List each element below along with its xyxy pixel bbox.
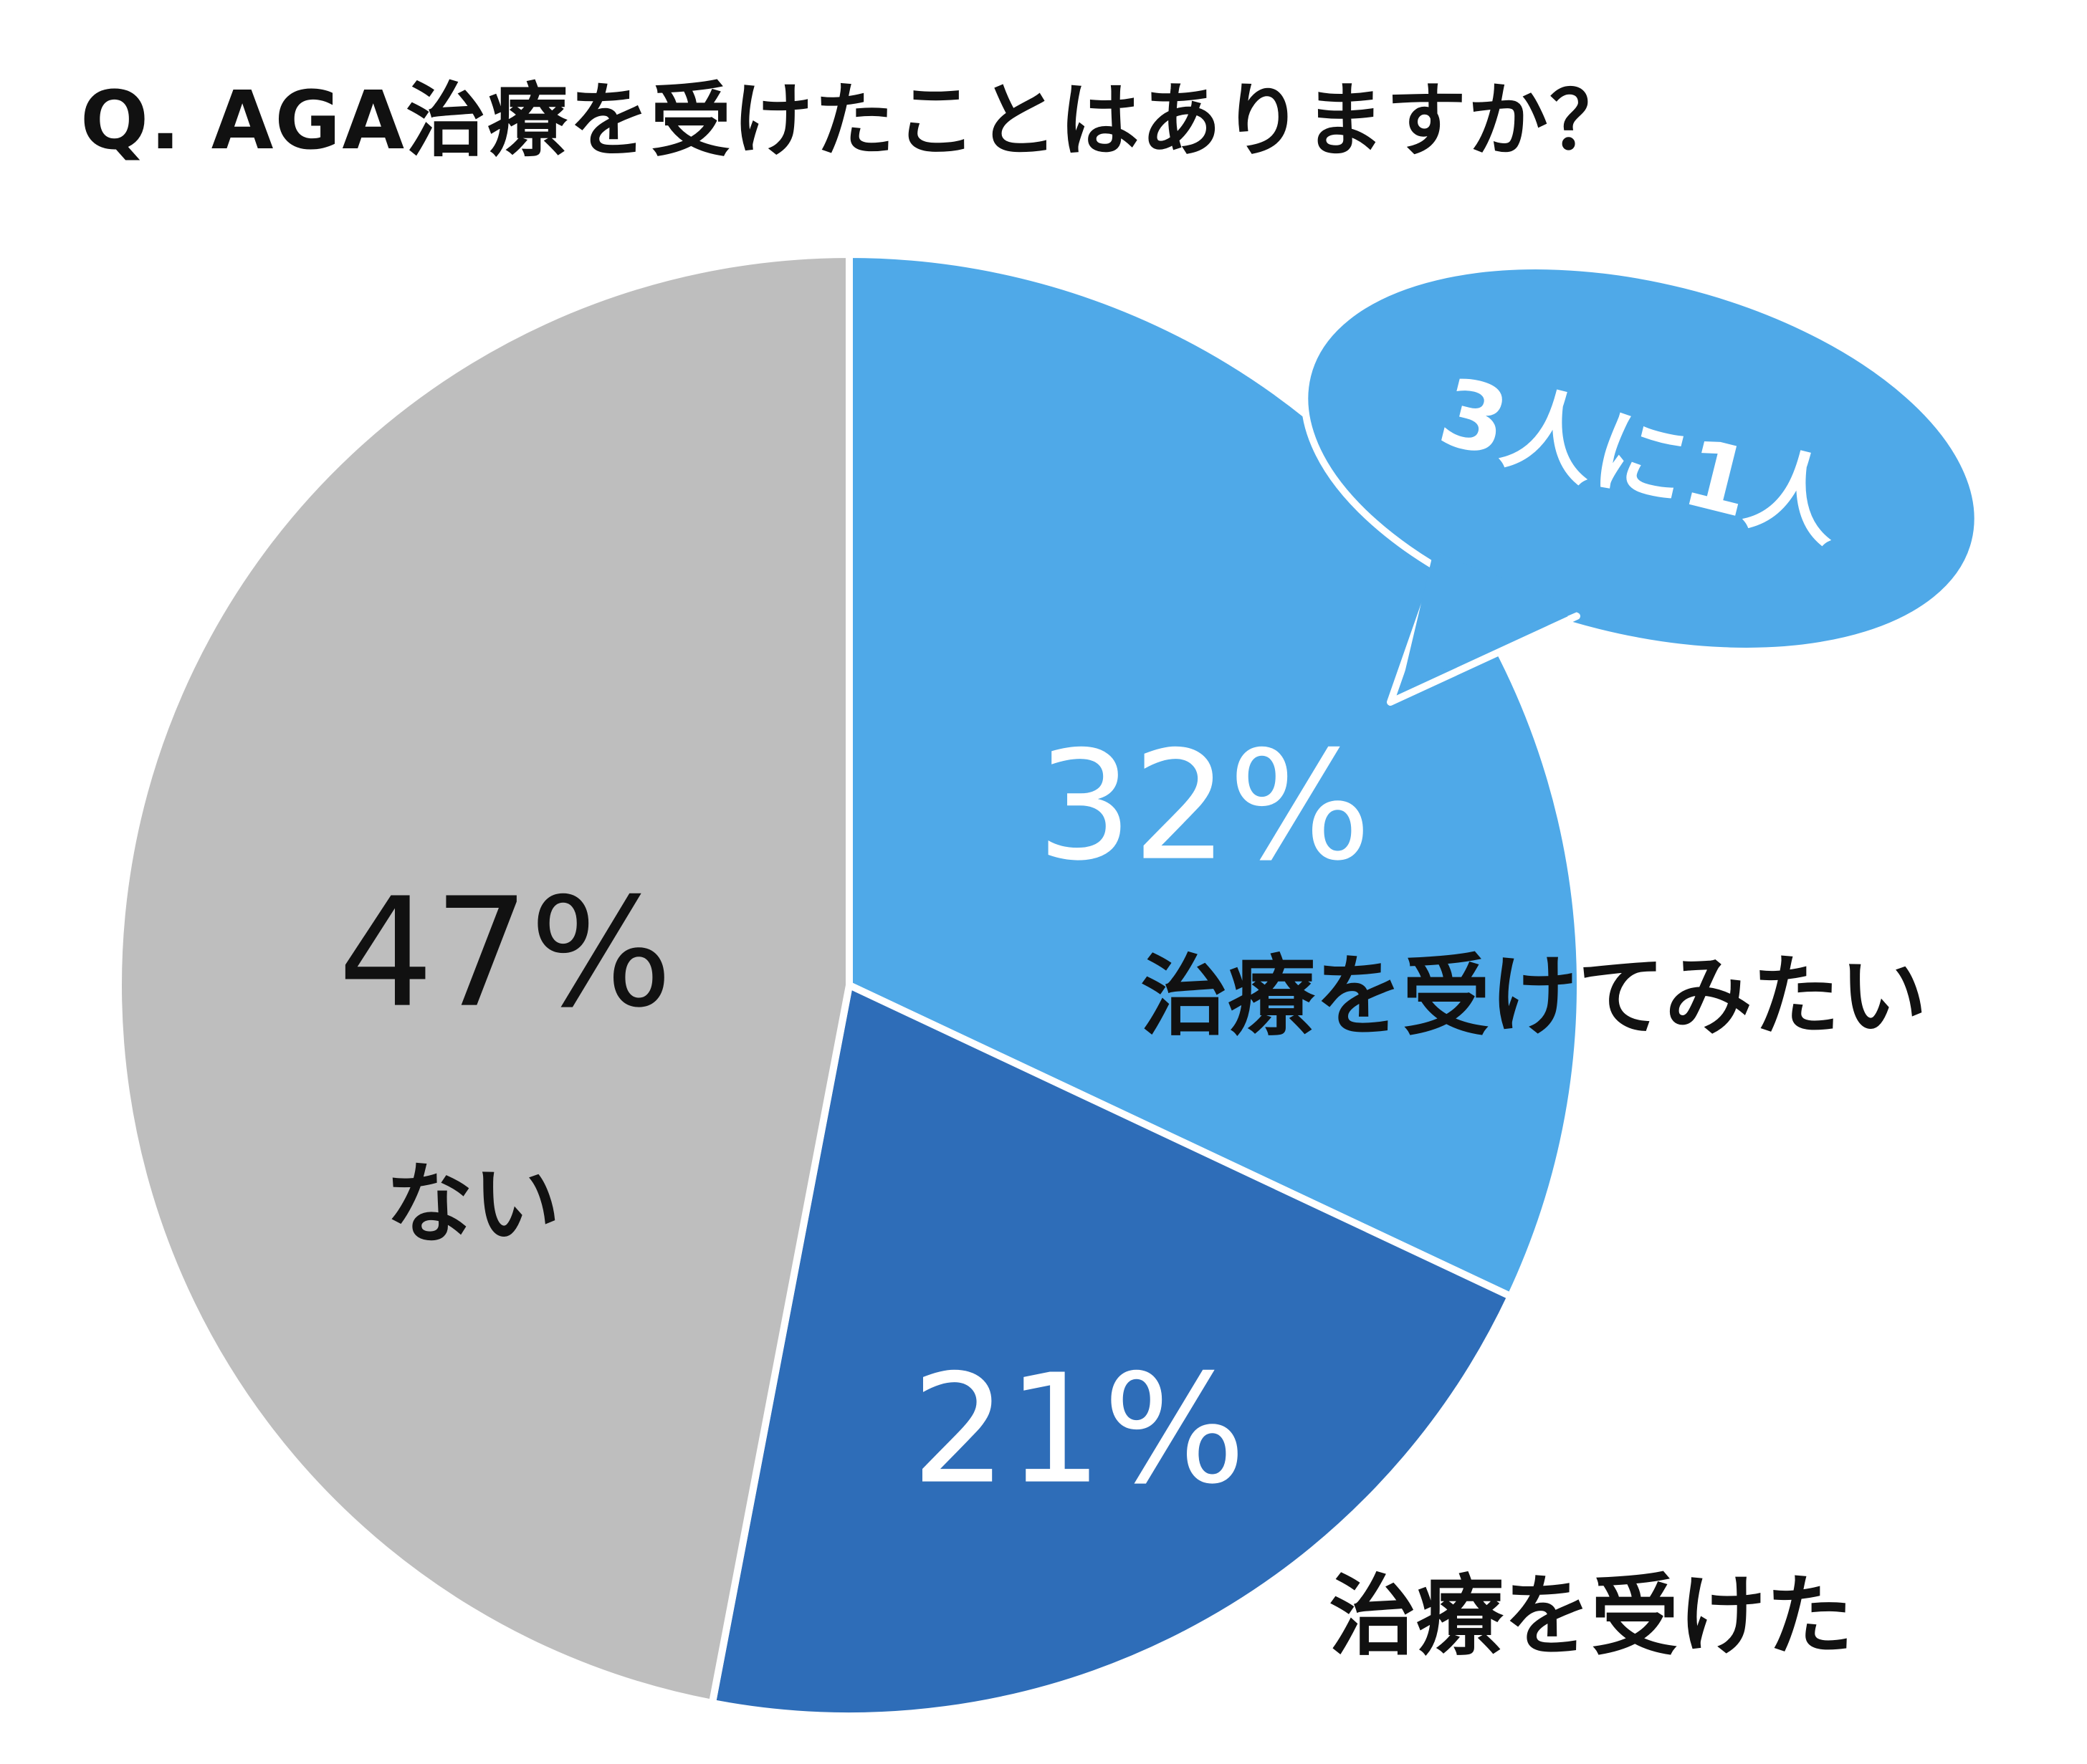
callout-tail-fill — [1401, 552, 1584, 688]
value-label-3: 47% — [338, 866, 673, 1041]
value-label-1: 32% — [1037, 719, 1372, 894]
callout-bubble: 3人に1人 — [1301, 262, 1982, 706]
pie-slice-ない — [115, 251, 853, 1707]
pie-slice-治療を受けた — [708, 982, 1514, 1720]
value-label-2: 21% — [912, 1342, 1246, 1518]
category-label-2: 治療を受けた — [1329, 1566, 1853, 1667]
category-label-3: ない — [386, 1154, 560, 1255]
chart-title: Q. AGA治療を受けたことはありますか？ — [80, 75, 1632, 168]
callout-ellipse — [1301, 262, 1982, 655]
category-label-1: 治療を受けてみたい — [1140, 946, 1927, 1048]
